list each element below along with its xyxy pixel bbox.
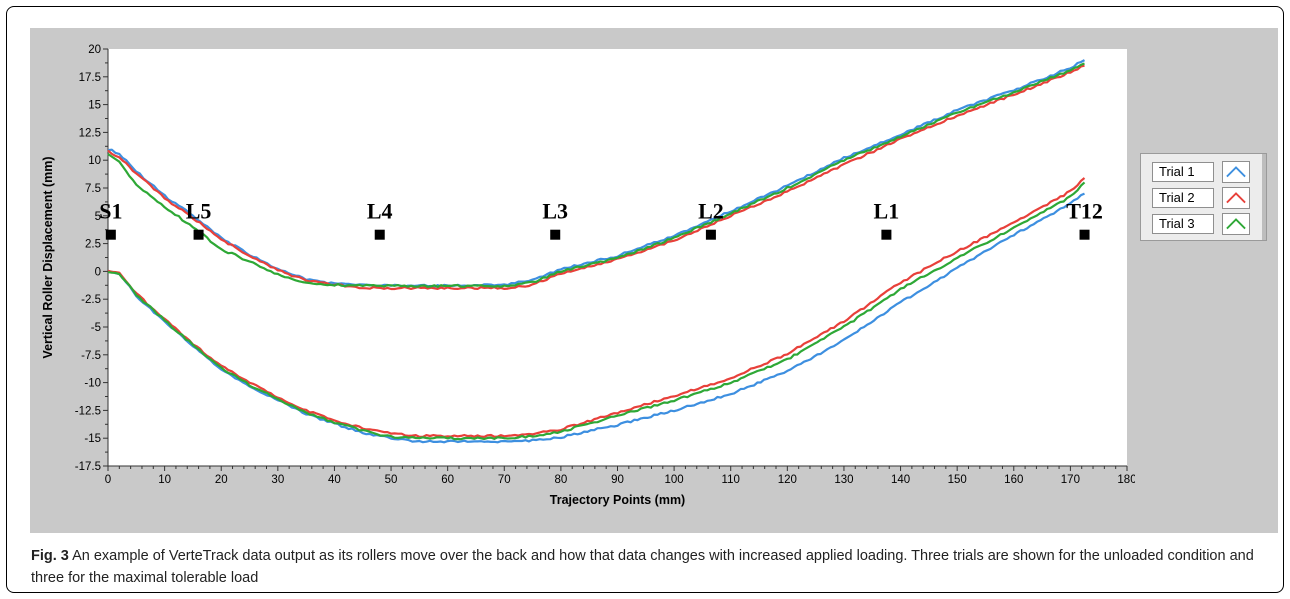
vertebra-label: L2 <box>698 199 724 224</box>
y-tick-label: -7.5 <box>81 350 101 362</box>
y-tick-label: 15 <box>88 100 101 112</box>
x-tick-label: 60 <box>441 474 454 486</box>
x-tick-label: 140 <box>891 474 910 486</box>
y-tick-label: -17.5 <box>75 461 101 473</box>
y-tick-label: -10 <box>84 378 101 390</box>
x-tick-label: 170 <box>1061 474 1080 486</box>
legend-entry: Trial 1 <box>1152 160 1256 184</box>
x-tick-label: 90 <box>611 474 624 486</box>
x-tick-label: 30 <box>271 474 284 486</box>
series-line-unloaded-trial-3 <box>107 62 1085 288</box>
x-tick-label: 110 <box>722 474 740 486</box>
x-axis-label: Trajectory Points (mm) <box>550 493 685 507</box>
vertebra-marker <box>1079 229 1090 240</box>
vertebra-label: L3 <box>542 199 568 224</box>
vertebra-marker <box>881 229 892 240</box>
caption-text: An example of VerteTrack data output as … <box>31 548 1254 586</box>
vertebra-marker <box>374 229 385 240</box>
legend-swatch <box>1222 161 1250 183</box>
x-tick-label: 120 <box>778 474 797 486</box>
x-tick-label: 150 <box>948 474 967 486</box>
vertebra-label: L1 <box>874 199 900 224</box>
y-tick-label: -2.5 <box>81 294 101 306</box>
vertebra-label: L4 <box>367 199 393 224</box>
x-tick-label: 80 <box>554 474 567 486</box>
x-tick-label: 50 <box>385 474 398 486</box>
vertebra-label: L5 <box>186 199 212 224</box>
series-line-loaded-trial-2 <box>107 177 1086 438</box>
figure-frame <box>6 6 1284 593</box>
legend-entry: Trial 3 <box>1152 212 1256 236</box>
legend-swatch <box>1222 187 1250 209</box>
y-tick-label: 5 <box>95 211 101 223</box>
legend-entry: Trial 2 <box>1152 186 1256 210</box>
caption-prefix: Fig. 3 <box>31 548 69 564</box>
vertebra-marker <box>550 229 561 240</box>
x-tick-label: 180 <box>1117 474 1135 486</box>
y-tick-label: 17.5 <box>79 72 101 84</box>
x-tick-label: 160 <box>1004 474 1023 486</box>
x-tick-label: 70 <box>498 474 511 486</box>
legend-label: Trial 3 <box>1152 214 1214 234</box>
y-tick-label: -12.5 <box>75 405 101 417</box>
vertebra-label: S1 <box>99 199 122 224</box>
x-tick-label: 40 <box>328 474 341 486</box>
y-tick-label: 2.5 <box>85 239 101 251</box>
vertebra-marker <box>105 229 116 240</box>
series-line-loaded-trial-3 <box>107 181 1086 441</box>
x-tick-label: 10 <box>158 474 171 486</box>
vertebra-label: T12 <box>1066 199 1103 224</box>
chart-legend: Trial 1 Trial 2 Trial 3 <box>1140 153 1267 241</box>
y-tick-label: 7.5 <box>85 183 101 195</box>
x-tick-label: 100 <box>665 474 684 486</box>
y-tick-label: 0 <box>95 266 101 278</box>
y-axis-label: Vertical Roller Displacement (mm) <box>41 156 55 358</box>
x-tick-label: 130 <box>834 474 853 486</box>
vertebra-marker <box>705 229 716 240</box>
x-tick-label: 0 <box>105 474 111 486</box>
y-tick-label: -15 <box>84 433 101 445</box>
legend-label: Trial 2 <box>1152 188 1214 208</box>
legend-swatch <box>1222 213 1250 235</box>
y-tick-label: 10 <box>88 155 101 167</box>
series-line-loaded-trial-1 <box>107 192 1085 444</box>
line-chart: 20 17.5 15 12.5 10 7.5 5 2.5 0 -2.5 -5 -7.5 -10 -12.5… <box>41 44 1135 507</box>
figure-caption: Fig. 3 An example of VerteTrack data out… <box>31 545 1271 589</box>
x-tick-label: 20 <box>215 474 228 486</box>
y-tick-label: 12.5 <box>79 127 101 139</box>
vertebra-marker <box>193 229 204 240</box>
y-tick-label: 20 <box>88 44 101 56</box>
legend-label: Trial 1 <box>1152 162 1214 182</box>
y-tick-label: -5 <box>91 322 101 334</box>
